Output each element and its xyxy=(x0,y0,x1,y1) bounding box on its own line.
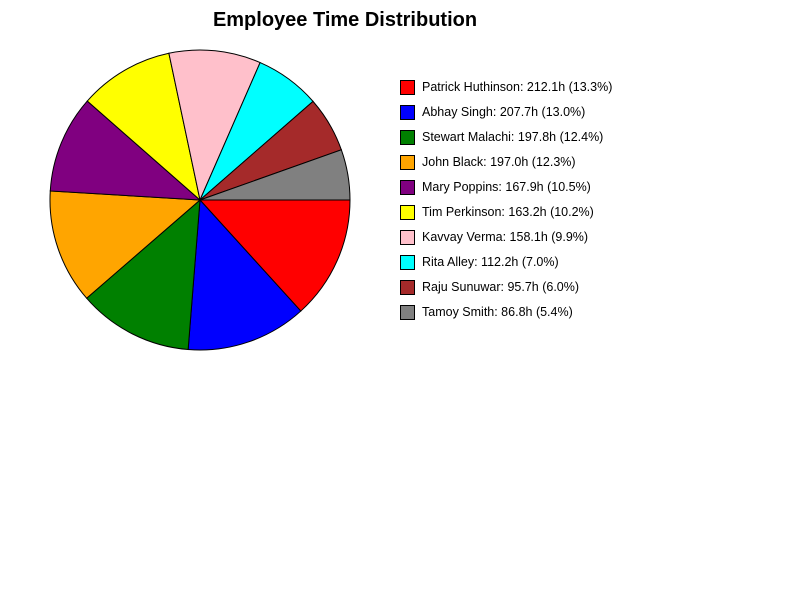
legend-swatch xyxy=(400,230,415,245)
legend-item: Patrick Huthinson: 212.1h (13.3%) xyxy=(400,80,790,105)
legend-swatch xyxy=(400,305,415,320)
legend-item: Kavvay Verma: 158.1h (9.9%) xyxy=(400,230,790,255)
chart-title: Employee Time Distribution xyxy=(212,9,478,31)
pie-slice-4 xyxy=(49,190,202,299)
legend-swatch xyxy=(400,205,415,220)
pie-slice-10 xyxy=(199,149,351,201)
legend-swatch xyxy=(400,255,415,270)
legend-label: Stewart Malachi: 197.8h (12.4%) xyxy=(422,130,604,144)
legend-item: John Black: 197.0h (12.3%) xyxy=(400,155,790,180)
legend-item: Tamoy Smith: 86.8h (5.4%) xyxy=(400,305,790,330)
legend-label: Kavvay Verma: 158.1h (9.9%) xyxy=(422,230,589,244)
legend-swatch xyxy=(400,80,415,95)
legend-swatch xyxy=(400,155,415,170)
legend: Patrick Huthinson: 212.1h (13.3%) Abhay S… xyxy=(400,80,790,330)
pie-slices xyxy=(49,49,351,351)
legend-item: Tim Perkinson: 163.2h (10.2%) xyxy=(400,205,790,230)
legend-label: Mary Poppins: 167.9h (10.5%) xyxy=(422,180,591,194)
legend-label: Tim Perkinson: 163.2h (10.2%) xyxy=(422,205,594,219)
legend-item: Stewart Malachi: 197.8h (12.4%) xyxy=(400,130,790,155)
legend-swatch xyxy=(400,180,415,195)
legend-item: Raju Sunuwar: 95.7h (6.0%) xyxy=(400,280,790,305)
legend-item: Rita Alley: 112.2h (7.0%) xyxy=(400,255,790,280)
pie-slice-7 xyxy=(168,49,261,202)
legend-item: Abhay Singh: 207.7h (13.0%) xyxy=(400,105,790,130)
pie-slice-3 xyxy=(85,198,201,351)
legend-swatch xyxy=(400,280,415,295)
legend-label: Patrick Huthinson: 212.1h (13.3%) xyxy=(422,80,613,94)
pie-slice-5 xyxy=(49,100,202,201)
legend-swatch xyxy=(400,130,415,145)
legend-label: Rita Alley: 112.2h (7.0%) xyxy=(422,255,559,269)
legend-swatch xyxy=(400,105,415,120)
pie-slice-1 xyxy=(198,199,351,312)
legend-label: Tamoy Smith: 86.8h (5.4%) xyxy=(422,305,573,319)
legend-label: Abhay Singh: 207.7h (13.0%) xyxy=(422,105,586,119)
pie-slice-6 xyxy=(86,52,201,202)
legend-item: Mary Poppins: 167.9h (10.5%) xyxy=(400,180,790,205)
pie-slice-2 xyxy=(187,198,302,351)
legend-label: John Black: 197.0h (12.3%) xyxy=(422,155,576,169)
legend-label: Raju Sunuwar: 95.7h (6.0%) xyxy=(422,280,580,294)
